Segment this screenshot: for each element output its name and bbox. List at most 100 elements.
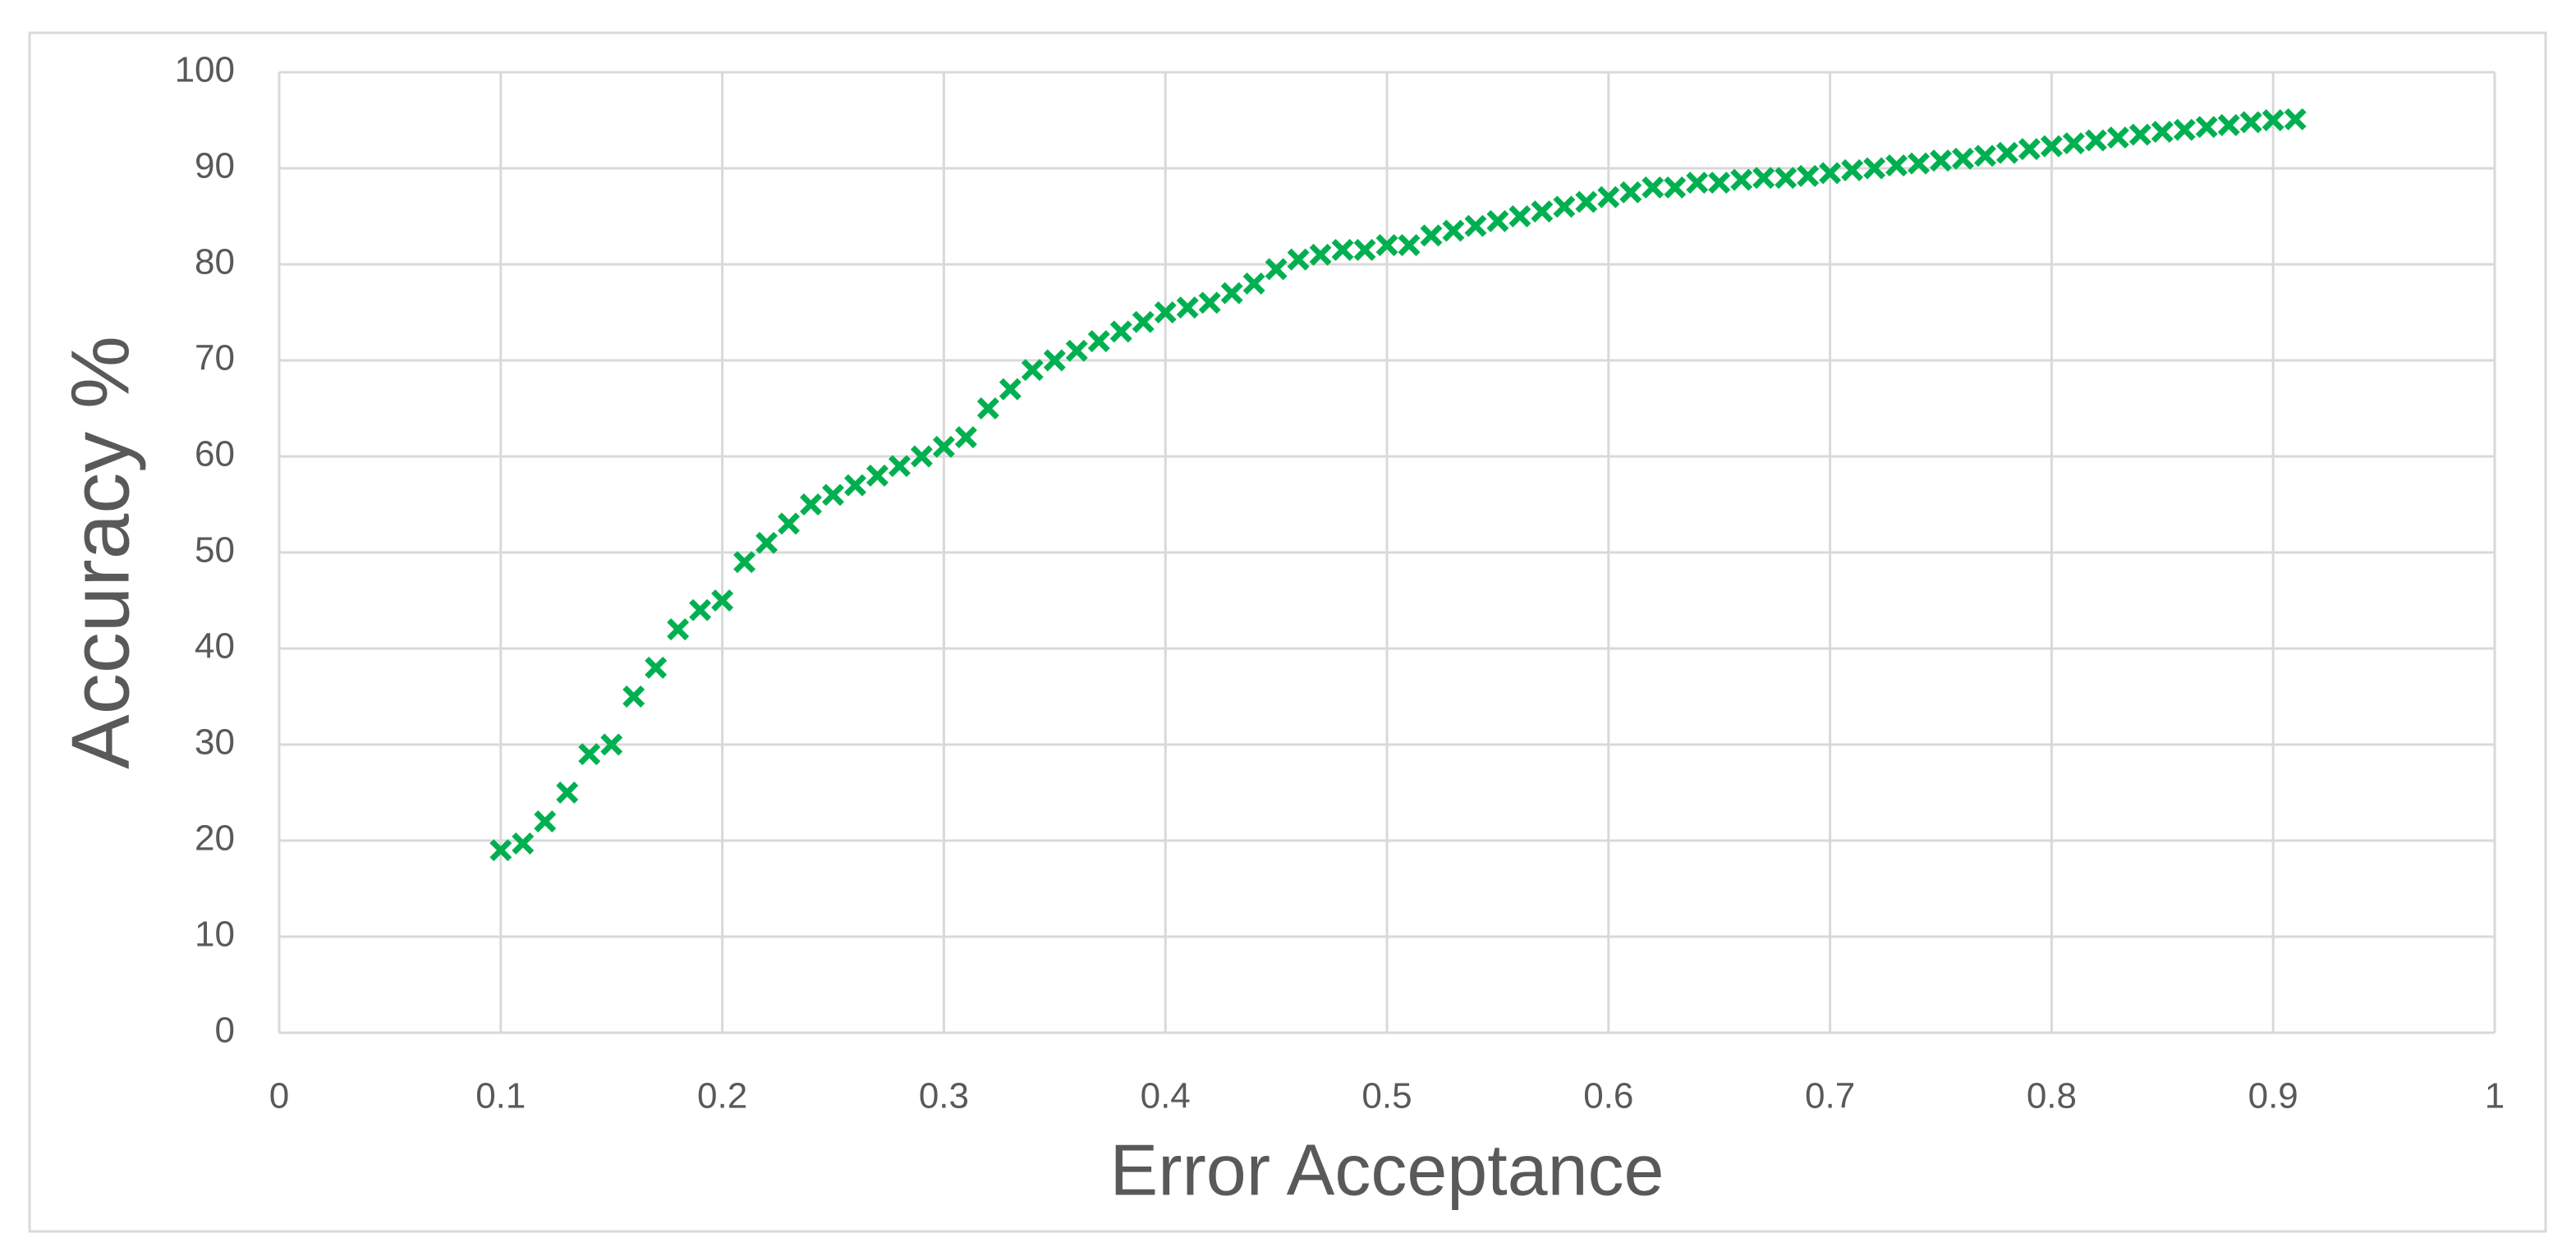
point	[489, 839, 512, 862]
y-tick-label: 70	[195, 338, 235, 378]
point	[1664, 176, 1687, 199]
point	[733, 551, 756, 574]
point	[2261, 109, 2284, 131]
point	[910, 445, 933, 468]
x-tick-label: 0.3	[919, 1076, 969, 1116]
point	[1619, 181, 1642, 204]
x-tick-label: 0	[269, 1076, 289, 1116]
point	[711, 589, 734, 612]
y-tick-label: 10	[195, 914, 235, 955]
x-tick-label: 0.6	[1583, 1076, 1633, 1116]
point	[2062, 132, 2085, 155]
point	[1973, 144, 1996, 167]
point	[1087, 330, 1110, 353]
x-tick-label: 0.7	[1805, 1076, 1855, 1116]
point	[1775, 167, 1798, 190]
point	[1841, 158, 1864, 181]
point	[1176, 296, 1199, 319]
point	[1730, 168, 1753, 191]
point	[1531, 200, 1554, 223]
y-tick-label: 30	[195, 722, 235, 763]
point	[1043, 349, 1066, 372]
point	[1065, 339, 1088, 362]
point	[2151, 121, 2174, 144]
x-axis-label: Error Acceptance	[1110, 1129, 1665, 1210]
point	[1930, 149, 1952, 172]
point	[1398, 234, 1421, 257]
point	[1287, 248, 1310, 271]
point	[2018, 138, 2041, 161]
x-tick-label: 1	[2485, 1076, 2505, 1116]
point	[1109, 320, 1132, 343]
point	[556, 782, 579, 804]
y-tick-label: 80	[195, 242, 235, 282]
point	[645, 656, 668, 679]
point	[689, 598, 712, 621]
y-tick-label: 20	[195, 818, 235, 859]
point	[1908, 152, 1930, 175]
point	[1021, 359, 1044, 382]
point	[976, 397, 999, 419]
point	[667, 618, 690, 641]
point	[932, 435, 955, 458]
point	[622, 685, 645, 708]
x-tick-label: 0.1	[475, 1076, 526, 1116]
point	[1375, 234, 1398, 257]
point	[2173, 118, 2196, 141]
point	[1508, 205, 1531, 227]
x-tick-label: 0.4	[1141, 1076, 1191, 1116]
point	[1752, 167, 1775, 190]
point	[1597, 186, 1620, 209]
point	[2284, 108, 2307, 131]
point	[2084, 129, 2107, 152]
x-tick-label: 0.9	[2248, 1076, 2298, 1116]
point	[999, 378, 1022, 401]
point	[1642, 176, 1665, 199]
point	[1995, 141, 2018, 164]
point	[1464, 214, 1487, 237]
point	[2195, 116, 2218, 139]
point	[1242, 272, 1265, 295]
point	[866, 464, 889, 487]
point	[1220, 282, 1243, 305]
point	[1686, 172, 1709, 195]
y-axis-label: Accuracy %	[54, 336, 146, 769]
point	[1575, 190, 1598, 213]
x-tick-label: 0.2	[697, 1076, 747, 1116]
point	[2128, 123, 2151, 146]
point	[1132, 310, 1155, 333]
point	[512, 832, 535, 855]
point	[1486, 209, 1509, 232]
point	[888, 455, 911, 478]
point	[954, 426, 977, 449]
point	[778, 512, 801, 535]
point	[1819, 162, 1842, 185]
point	[534, 810, 557, 833]
point	[2040, 135, 2063, 158]
point	[1952, 147, 1974, 170]
point	[2217, 113, 2240, 136]
y-tick-label: 40	[195, 626, 235, 667]
point	[1198, 291, 1221, 314]
point	[800, 493, 822, 516]
point	[1154, 301, 1177, 323]
point	[1265, 258, 1288, 281]
point	[1353, 238, 1376, 261]
y-tick-label: 50	[195, 530, 235, 571]
y-tick-label: 0	[215, 1011, 235, 1051]
point	[844, 474, 866, 497]
point	[1708, 172, 1731, 195]
point	[1863, 157, 1886, 180]
x-tick-label: 0.8	[2027, 1076, 2077, 1116]
point	[1797, 164, 1820, 187]
y-tick-label: 90	[195, 146, 235, 186]
point	[2106, 126, 2129, 149]
point	[600, 733, 623, 756]
point	[1553, 195, 1576, 218]
y-tick-label: 100	[175, 50, 235, 90]
point	[2239, 111, 2262, 134]
point	[1331, 238, 1354, 261]
chart-frame	[28, 31, 2547, 1233]
